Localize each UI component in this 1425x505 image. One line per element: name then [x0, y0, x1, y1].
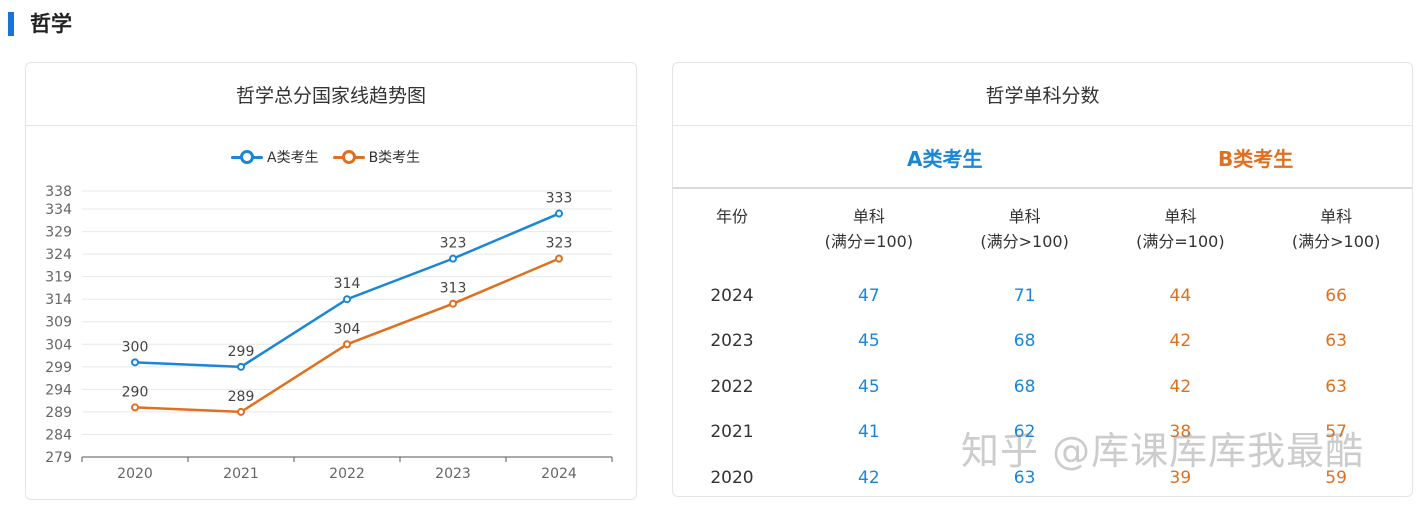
- data-point: [131, 358, 139, 367]
- data-point: [131, 403, 139, 412]
- cell-a-over100: 71: [1013, 285, 1036, 306]
- header-a-full100: 单科 (满分=100): [824, 207, 914, 251]
- data-label: 333: [546, 191, 573, 207]
- table-row: 2021 41 62 38 57: [673, 410, 1414, 456]
- cell-year: 2021: [710, 422, 754, 443]
- y-tick-label: 338: [45, 184, 72, 200]
- scores-table: 年份 单科 (满分=100) 单科 (满分>100) 单科 (满分=100) 单科 (满…: [673, 203, 1414, 501]
- cell-b-full100: 42: [1169, 376, 1192, 397]
- y-tick-label: 304: [45, 337, 72, 353]
- watermark-text: 知乎 @库课库库我最酷: [961, 429, 1365, 473]
- header-a-over100: 单科 (满分>100): [980, 207, 1069, 251]
- cell-a-over100: 68: [1013, 376, 1036, 397]
- data-point: [237, 407, 245, 416]
- y-tick-label: 299: [45, 360, 72, 376]
- x-tick-label: 2021: [223, 466, 259, 482]
- group-divider: [673, 187, 1412, 189]
- legend-b-label: B类考生: [368, 150, 421, 166]
- data-point: [237, 362, 245, 371]
- data-label: 289: [228, 389, 255, 405]
- y-tick-label: 289: [45, 405, 72, 421]
- cell-b-full100: 39: [1169, 467, 1192, 488]
- data-point: [449, 254, 457, 263]
- y-tick-label: 314: [45, 292, 72, 308]
- legend-item-a[interactable]: A类考生: [231, 147, 319, 167]
- cell-a-full100: 45: [858, 331, 880, 352]
- group-a-heading: A类考生: [907, 147, 983, 171]
- cell-year: 2024: [710, 285, 754, 306]
- y-tick-label: 309: [45, 315, 72, 331]
- cell-a-over100: 63: [1013, 467, 1036, 488]
- cell-a-full100: 42: [858, 467, 880, 488]
- data-label: 323: [546, 236, 573, 252]
- data-label: 304: [334, 321, 361, 337]
- cell-a-full100: 41: [858, 422, 880, 443]
- data-label: 300: [122, 339, 149, 355]
- group-b-heading: B类考生: [1218, 147, 1294, 171]
- y-tick-label: 279: [45, 450, 72, 466]
- cell-b-over100: 59: [1325, 467, 1347, 488]
- chart-card-title: 哲学总分国家线趋势图: [26, 63, 636, 126]
- single-subject-card: 哲学单科分数 A类考生 B类考生 年份 单科 (满分=100) 单科 (满分>100…: [672, 62, 1413, 497]
- cell-a-full100: 45: [858, 376, 880, 397]
- y-tick-label: 329: [45, 225, 72, 241]
- data-point: [555, 254, 563, 263]
- y-tick-label: 284: [45, 427, 72, 443]
- header-b-over100: 单科 (满分>100): [1291, 207, 1381, 251]
- x-tick-label: 2022: [329, 466, 365, 482]
- cell-b-full100: 44: [1169, 285, 1192, 306]
- cell-a-over100: 68: [1013, 331, 1036, 352]
- legend-item-b[interactable]: B类考生: [332, 147, 421, 167]
- trend-chart-card: 哲学总分国家线趋势图 A类考生 B类考生 338 334 329 324 319 314 3…: [25, 62, 637, 500]
- cell-b-over100: 57: [1325, 422, 1347, 443]
- cell-b-over100: 66: [1325, 285, 1347, 306]
- cell-b-over100: 63: [1325, 376, 1347, 397]
- y-tick-label: 334: [45, 202, 72, 218]
- data-point: [449, 299, 457, 308]
- table-row: 2024 47 71 44 66: [673, 273, 1414, 319]
- legend-a-line-icon: [231, 150, 263, 164]
- y-tick-label: 324: [45, 247, 72, 263]
- data-label: 314: [334, 276, 361, 292]
- table-card-title: 哲学单科分数: [673, 63, 1412, 126]
- table-header-row: 年份 单科 (满分=100) 单科 (满分>100) 单科 (满分=100) 单科 (满…: [673, 203, 1414, 273]
- cell-b-over100: 63: [1325, 331, 1347, 352]
- x-tick-label: 2024: [541, 466, 577, 482]
- y-tick-label: 294: [45, 382, 72, 398]
- table-row: 2020 42 63 39 59: [673, 455, 1414, 501]
- data-label: 323: [440, 236, 467, 252]
- table-row: 2022 45 68 42 63: [673, 364, 1414, 410]
- section-title: 哲学: [30, 12, 72, 36]
- chart-legend: A类考生 B类考生: [231, 147, 420, 167]
- data-point: [555, 209, 563, 218]
- cell-year: 2020: [710, 467, 754, 488]
- cell-year: 2023: [710, 331, 754, 352]
- data-point: [343, 295, 351, 304]
- cell-a-full100: 47: [858, 285, 880, 306]
- y-tick-label: 319: [45, 270, 72, 286]
- section-accent-bar: [8, 12, 14, 36]
- cell-year: 2022: [710, 376, 754, 397]
- x-tick-label: 2023: [435, 466, 471, 482]
- trend-line-chart: 338 334 329 324 319 314 309 304 299 294 289 284 279 2…: [45, 184, 613, 482]
- header-year: 年份: [715, 207, 748, 226]
- header-b-full100: 单科 (满分=100): [1136, 207, 1225, 251]
- legend-b-line-icon: [332, 150, 365, 164]
- legend-a-label: A类考生: [267, 150, 319, 166]
- x-tick-label: 2020: [117, 466, 153, 482]
- table-row: 2023 45 68 42 63: [673, 319, 1414, 365]
- data-label: 290: [122, 384, 149, 400]
- data-label: 313: [440, 281, 467, 297]
- cell-b-full100: 38: [1169, 422, 1192, 443]
- data-point: [343, 340, 351, 349]
- data-label: 299: [228, 344, 255, 360]
- cell-a-over100: 62: [1013, 422, 1036, 443]
- cell-b-full100: 42: [1169, 331, 1192, 352]
